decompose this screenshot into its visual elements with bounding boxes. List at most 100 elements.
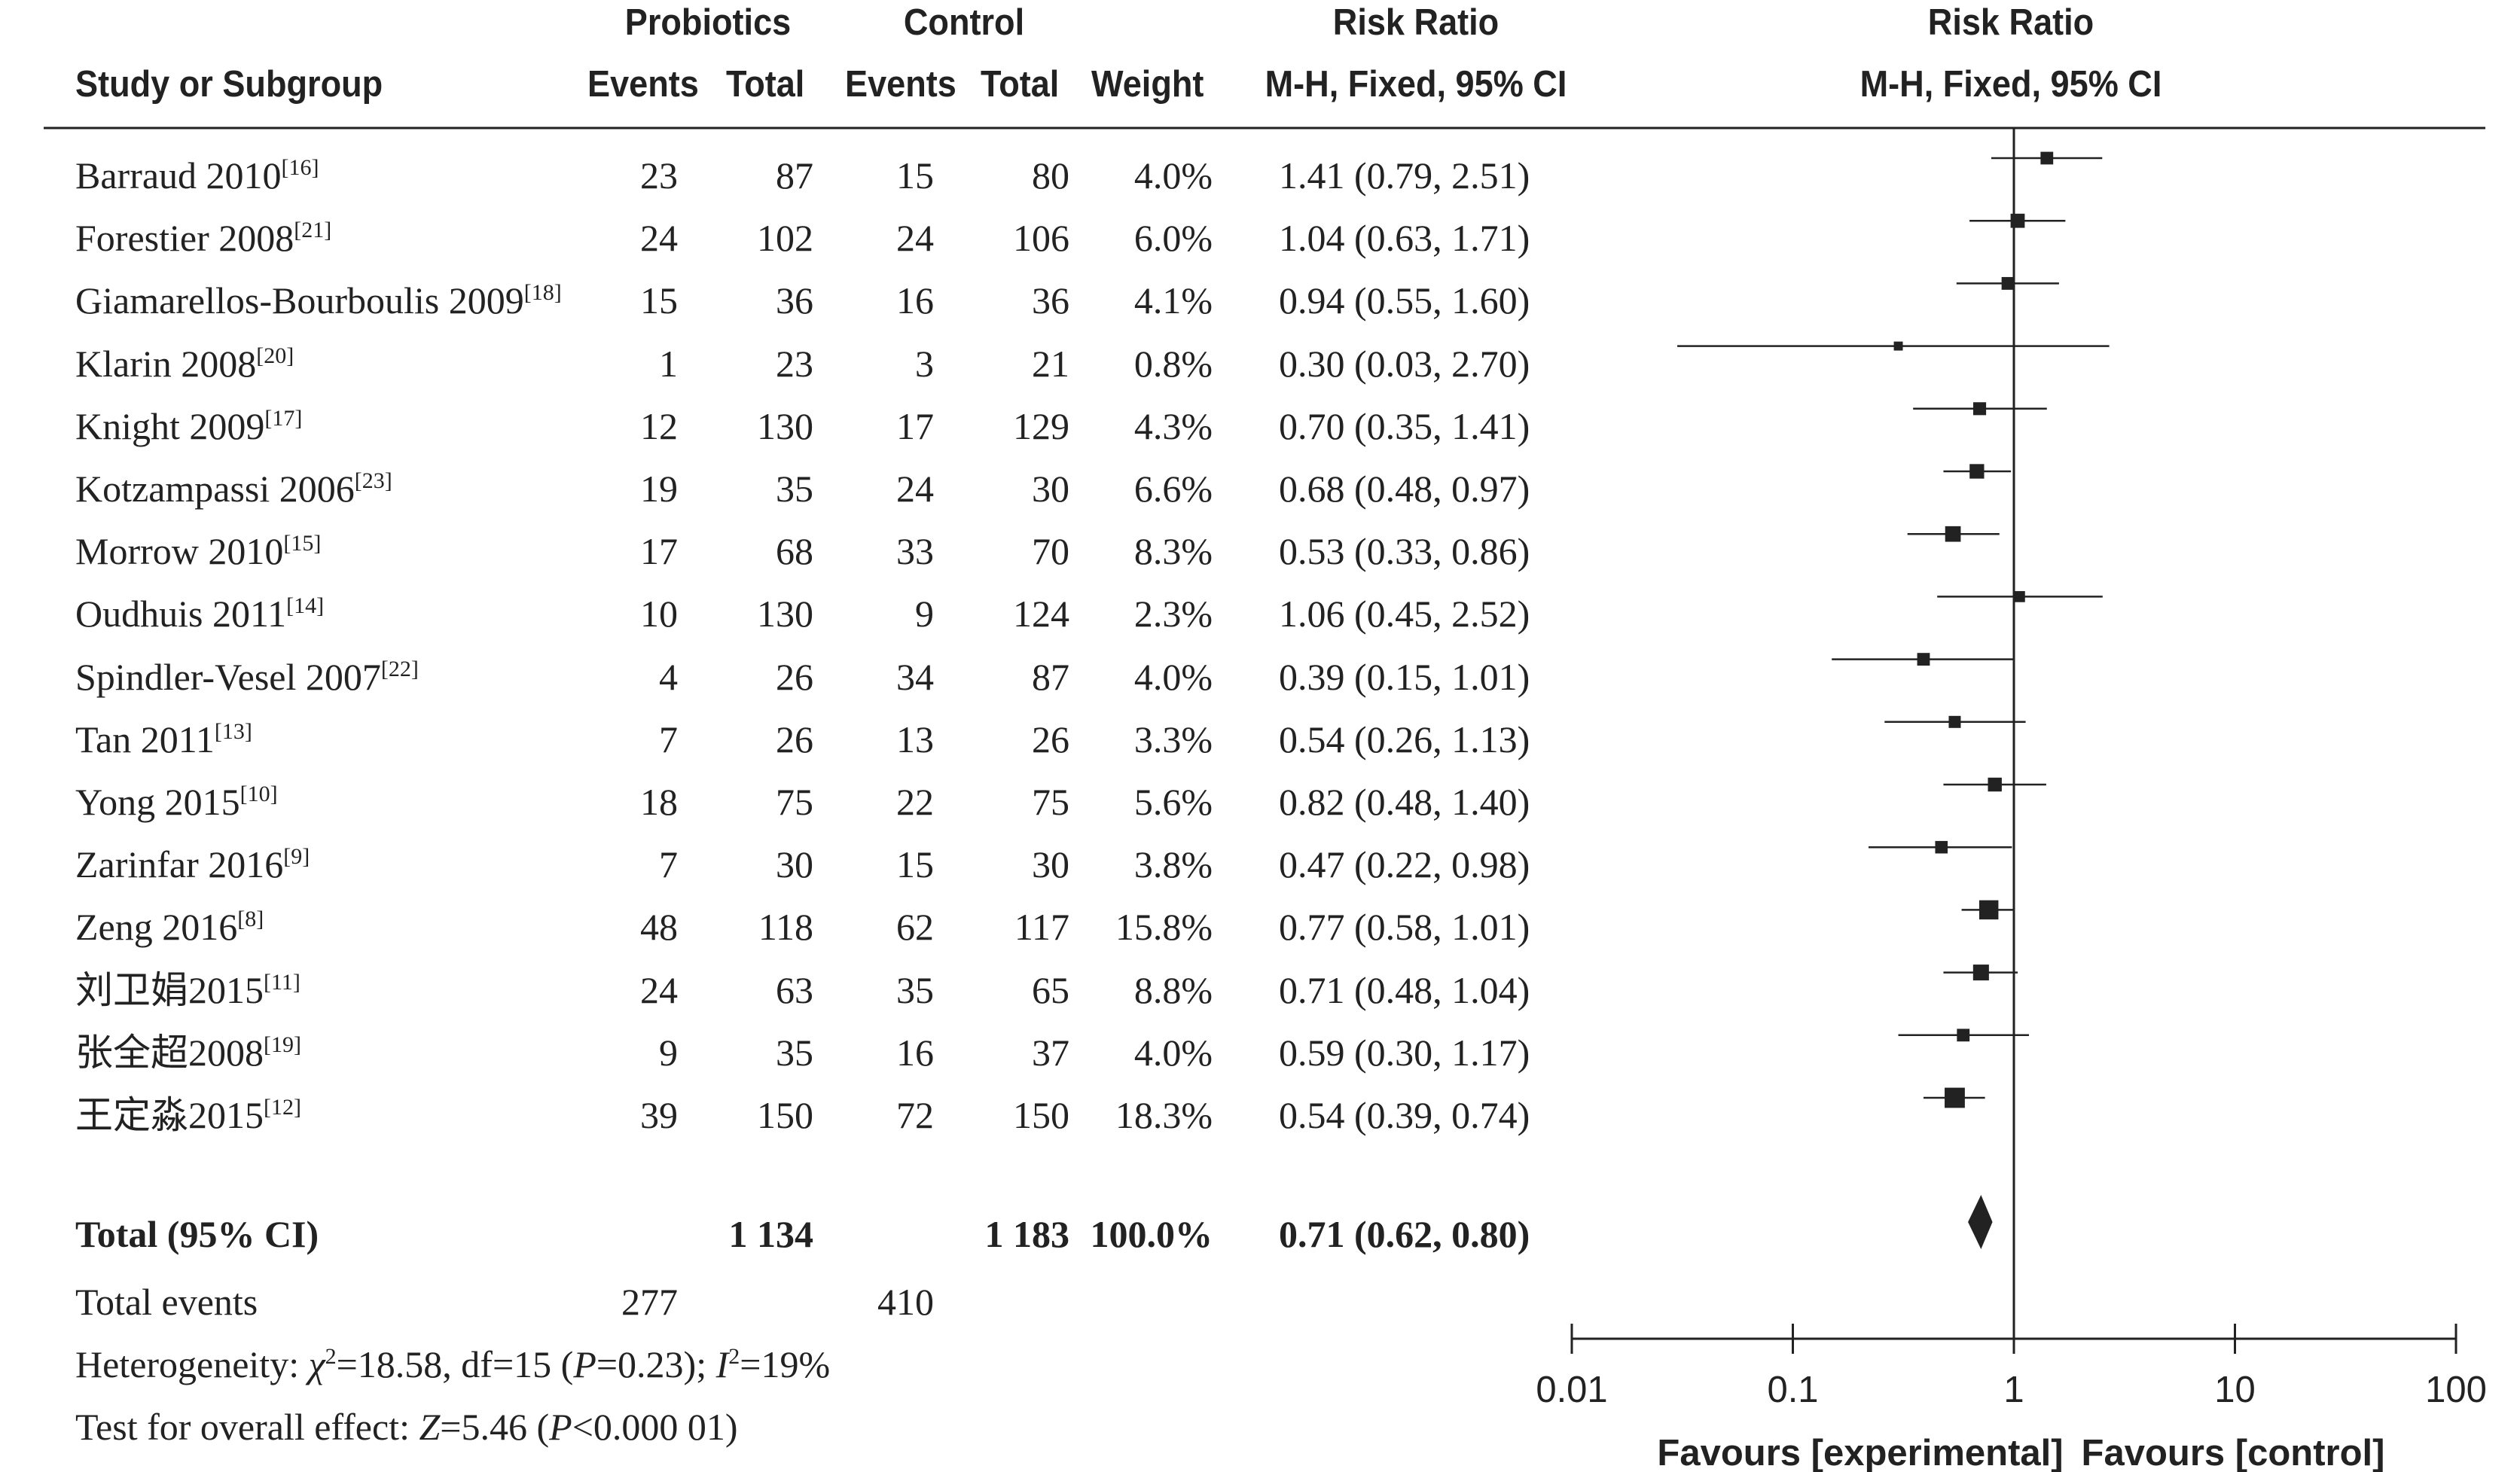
study-name: Tan 2011[13] <box>75 718 252 760</box>
study-label: Zeng 2016 <box>75 906 238 948</box>
study-point-square <box>1969 464 1985 479</box>
total-control: 1 183 <box>984 1213 1070 1255</box>
study-ci-text: 0.82 (0.48, 1.40) <box>1279 781 1530 823</box>
study-ci-text: 0.54 (0.26, 1.13) <box>1279 718 1530 760</box>
control-events: 22 <box>896 781 934 823</box>
probiotics-events: 48 <box>640 906 678 948</box>
study-reference: [9] <box>283 844 310 869</box>
overall-prefix: Test for overall effect: <box>75 1406 419 1448</box>
overall-p-value: <0.000 01) <box>572 1406 738 1448</box>
probiotics-total: 26 <box>776 718 813 760</box>
study-name: Morrow 2010[15] <box>75 532 321 571</box>
probiotics-events: 15 <box>640 279 678 322</box>
study-weight: 6.0% <box>1133 217 1213 259</box>
study-reference: [12] <box>264 1095 301 1120</box>
study-name: Knight 2009[17] <box>75 407 302 446</box>
control-total: 87 <box>1032 656 1069 698</box>
study-weight: 8.8% <box>1133 969 1213 1011</box>
study-reference: [16] <box>281 155 319 180</box>
control-total: 26 <box>1032 718 1069 760</box>
total-events-label: Total events <box>75 1281 258 1323</box>
control-events: 35 <box>896 969 934 1011</box>
probiotics-total: 63 <box>776 969 813 1011</box>
study-weight: 4.0% <box>1133 656 1213 698</box>
group1-header: Probiotics <box>624 2 792 43</box>
study-weight: 4.0% <box>1133 154 1213 197</box>
probiotics-events: 23 <box>640 154 678 197</box>
probiotics-events: 7 <box>659 843 678 885</box>
control-events: 24 <box>896 217 934 259</box>
study-label: Yong 2015 <box>75 781 240 823</box>
study-point-square <box>2040 151 2054 165</box>
study-ci-text: 0.39 (0.15, 1.01) <box>1279 656 1530 698</box>
i-value: =19% <box>740 1343 831 1385</box>
study-point-square <box>1935 840 1948 854</box>
x-axis-tick-label: 0.1 <box>1767 1370 1818 1410</box>
chi-symbol: χ <box>308 1343 325 1385</box>
probiotics-total: 102 <box>757 217 813 259</box>
control-events: 34 <box>896 656 934 698</box>
control-events: 16 <box>896 279 934 322</box>
control-total: 106 <box>1013 217 1069 259</box>
study-ci-text: 0.53 (0.33, 0.86) <box>1279 530 1530 572</box>
control-events: 17 <box>896 405 934 447</box>
control-events: 15 <box>896 154 934 197</box>
probiotics-events: 4 <box>659 656 678 698</box>
study-name: Forestier 2008[21] <box>75 217 331 259</box>
study-point-square <box>1945 526 1961 542</box>
study-name: Giamarellos-Bourboulis 2009[18] <box>75 280 562 320</box>
probiotics-total: 130 <box>757 405 813 447</box>
study-label: Zarinfar 2016 <box>75 843 284 885</box>
probiotics-events: 9 <box>659 1032 678 1074</box>
total-ci: 0.71 (0.62, 0.80) <box>1279 1213 1530 1255</box>
study-point-square <box>1945 1087 1965 1108</box>
study-reference: [18] <box>523 280 562 305</box>
overall-effect-text: Test for overall effect: Z=5.46 (P<0.000… <box>75 1408 738 1446</box>
study-point-square <box>1988 777 2002 792</box>
probiotics-total: 26 <box>776 656 813 698</box>
control-total: 70 <box>1032 530 1069 572</box>
study-name: Kotzampassi 2006[23] <box>75 470 392 508</box>
study-ci-text: 0.77 (0.58, 1.01) <box>1279 906 1530 948</box>
control-total: 37 <box>1032 1032 1069 1074</box>
study-label: Forestier 2008 <box>75 217 294 259</box>
control-events: 24 <box>896 468 934 510</box>
study-name: Zeng 2016[8] <box>75 908 264 946</box>
study-ci-text: 0.59 (0.30, 1.17) <box>1279 1032 1530 1074</box>
study-point-square <box>2001 276 2015 290</box>
study-label: 张全超2008 <box>75 1032 264 1074</box>
study-weight: 0.8% <box>1133 343 1213 385</box>
probiotics-total: 68 <box>776 530 813 572</box>
total-events-probiotics: 277 <box>621 1281 678 1323</box>
plot-header-title: Risk Ratio <box>1927 2 2094 43</box>
total1-column-header: Total <box>726 64 805 105</box>
study-ci-text: 1.41 (0.79, 2.51) <box>1279 154 1530 197</box>
probiotics-events: 10 <box>640 593 678 635</box>
study-ci-text: 1.06 (0.45, 2.52) <box>1279 593 1530 635</box>
control-total: 129 <box>1013 405 1069 447</box>
study-label: Tan 2011 <box>75 718 215 760</box>
study-name: Klarin 2008[20] <box>75 345 294 383</box>
weight-column-header: Weight <box>1091 64 1204 105</box>
favours-experimental-label: Favours [experimental] <box>1657 1433 2063 1472</box>
x-axis-tick-label: 100 <box>2425 1370 2487 1410</box>
study-label: 王定淼2015 <box>75 1094 264 1136</box>
study-reference: [11] <box>264 970 301 995</box>
study-name: Spindler-Vesel 2007[22] <box>75 658 419 696</box>
heterogeneity-text: Heterogeneity: χ2=18.58, df=15 (P=0.23);… <box>75 1343 831 1385</box>
probiotics-total: 35 <box>776 1032 813 1074</box>
study-reference: [22] <box>380 657 419 681</box>
study-reference: [14] <box>286 593 325 618</box>
probiotics-events: 39 <box>640 1094 678 1136</box>
probiotics-events: 24 <box>640 969 678 1011</box>
control-total: 65 <box>1032 969 1069 1011</box>
study-point-square <box>1978 900 1999 920</box>
control-total: 80 <box>1032 154 1069 197</box>
control-total: 117 <box>1014 906 1069 948</box>
study-weight: 3.8% <box>1133 843 1213 885</box>
total-weight: 100.0% <box>1090 1213 1213 1255</box>
events1-column-header: Events <box>587 64 699 105</box>
z-symbol: Z <box>419 1406 441 1448</box>
overall-p-symbol: P <box>549 1406 572 1448</box>
